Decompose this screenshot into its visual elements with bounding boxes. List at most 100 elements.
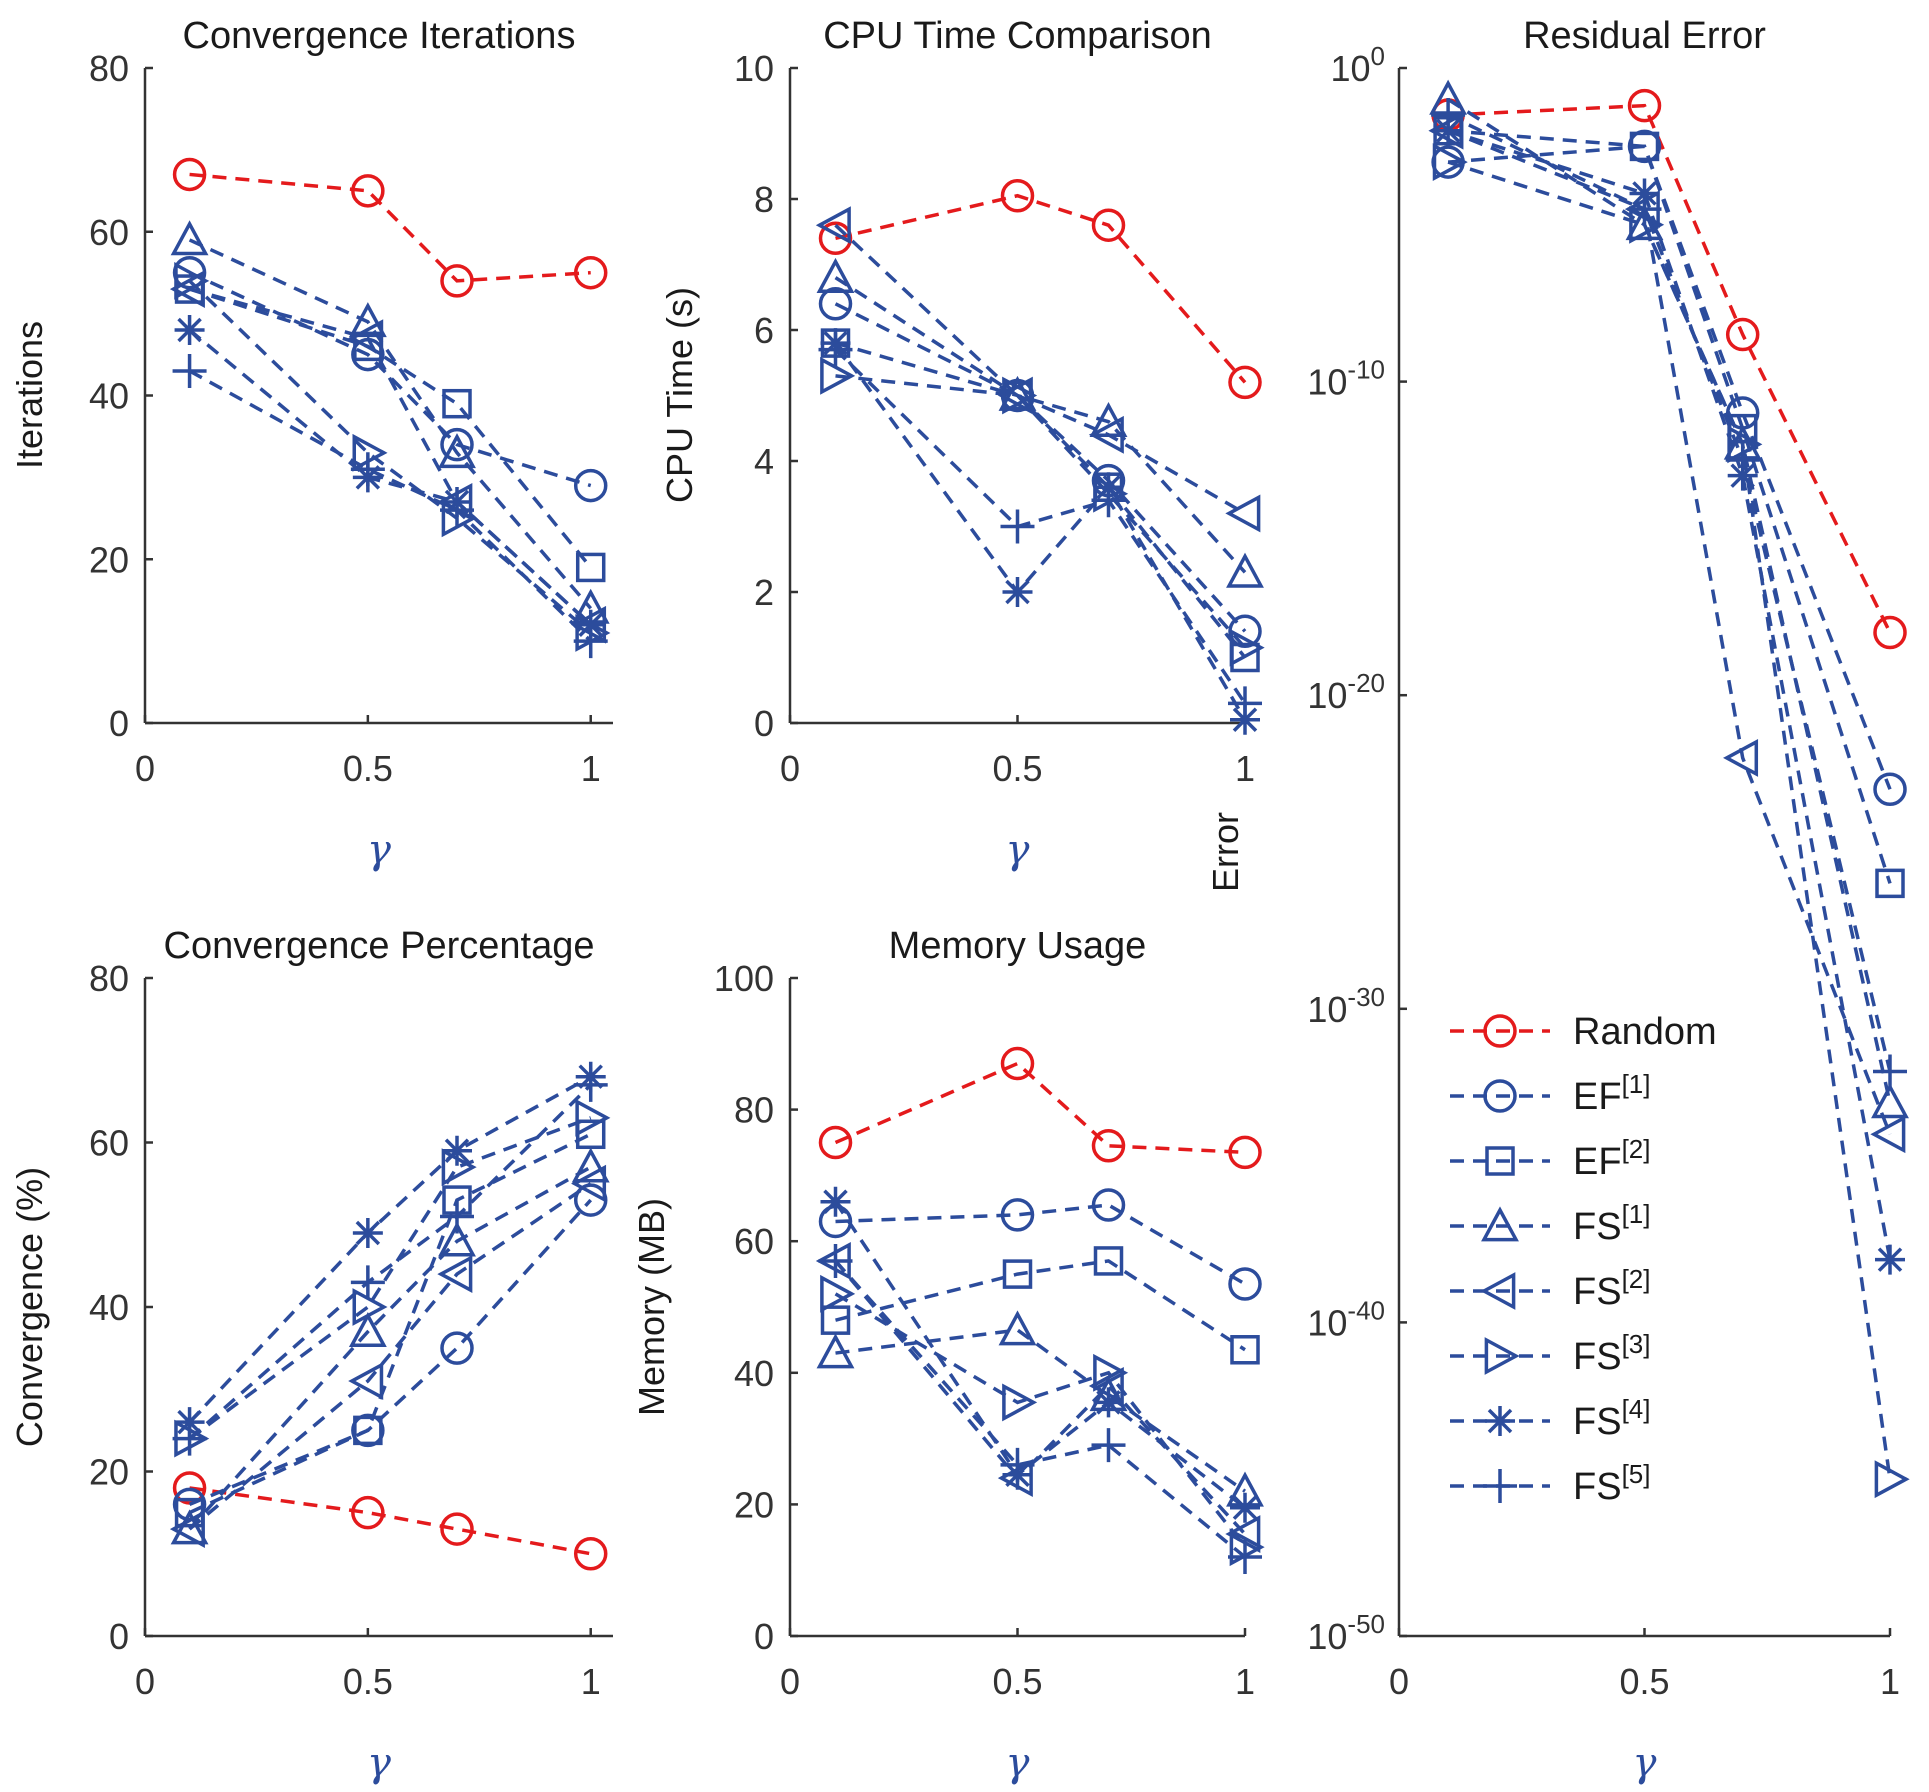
x-tick-label: 0.5 [992,1661,1042,1702]
chart-mem: 0 0.5 1 0 20 40 60 80 100 Memory Usage γ Memory (MB… [631,925,1265,1786]
data-point [440,1512,474,1546]
y-tick-label: 8 [754,179,774,220]
series-line [835,374,1247,649]
y-tick-label: 10-10 [1307,355,1385,403]
data-point [818,332,853,367]
data-point [575,1098,611,1137]
x-tick-label: 1 [1235,1661,1255,1702]
x-tick-label: 1 [581,1661,601,1702]
x-tick-label: 0.5 [343,1661,393,1702]
x-axis-label: γ [367,827,391,873]
series-line [188,328,592,627]
chart-title: Memory Usage [889,925,1147,967]
data-point [1871,1083,1909,1119]
series-line [188,1165,592,1531]
x-axis-label: γ [1633,1740,1657,1786]
series-fs-4 [820,328,1260,735]
data-point [1230,1492,1260,1523]
data-point [1093,1387,1124,1418]
legend-marker [1485,1406,1515,1436]
data-point [1228,686,1262,721]
data-point [174,315,205,345]
series-fs-5 [172,353,608,659]
series-fs-3 [820,1274,1265,1567]
series-ef-1 [818,1188,1262,1301]
data-point [815,206,851,245]
data-point [170,1509,209,1545]
data-point [1627,129,1662,164]
y-axis-label: CPU Time (s) [659,287,700,503]
data-point [1431,98,1466,133]
series-fs-3 [820,356,1265,667]
series-random [172,157,608,298]
series-line [1447,113,1892,1072]
series-random [818,1046,1262,1170]
data-point [352,1217,383,1248]
data-point [820,1186,851,1217]
series-random [1431,88,1907,650]
y-tick-label: 80 [89,958,129,999]
series-ef-1 [1431,129,1907,807]
series-line [834,1259,1247,1536]
x-axis-label: γ [367,1740,391,1786]
x-tick-label: 0.5 [343,748,393,789]
data-point [818,1125,853,1160]
y-tick-label: 80 [89,48,129,89]
data-point [1000,509,1035,544]
data-point [438,1221,476,1257]
series-ef-2 [1433,115,1905,899]
data-point [351,1413,385,1448]
legend-entry: FS[5] [1450,1459,1650,1508]
data-point [573,255,608,290]
x-tick-label: 0 [780,748,800,789]
data-point [350,452,385,487]
data-point [998,1310,1037,1346]
series-line [834,223,1246,515]
data-point [571,1147,610,1183]
data-point [442,388,472,419]
data-point [818,1243,853,1278]
series-line [1447,129,1892,1135]
data-point [1225,494,1261,533]
series-line [835,193,1247,384]
data-point [820,1274,856,1313]
y-tick-label: 10-20 [1307,668,1385,716]
series-line [188,369,592,643]
data-point [351,1495,385,1530]
y-tick-label: 60 [89,212,129,253]
series-fs-1 [170,1147,610,1545]
data-point [1002,376,1038,415]
y-tick-label: 60 [89,1123,129,1164]
chart-title: CPU Time Comparison [823,15,1212,57]
series-fs-5 [818,332,1262,721]
y-tick-label: 10 [734,48,774,89]
chart-title: Residual Error [1523,15,1766,57]
series-ef-2 [174,1119,606,1528]
legend-marker [1480,1272,1516,1310]
data-point [571,1164,607,1203]
legend-label: FS[2] [1573,1264,1650,1313]
series-fs-4 [820,1186,1260,1523]
y-tick-label: 40 [734,1353,774,1394]
series-fs-2 [169,1164,607,1549]
y-tick-label: 100 [714,958,774,999]
data-point [1226,552,1264,588]
series-line [189,172,591,283]
data-point [1002,1383,1038,1422]
data-point [1230,1335,1260,1365]
y-axis-label: Memory (MB) [631,1198,672,1416]
data-point [348,302,387,338]
series-fs-5 [1431,98,1907,1089]
legend-marker [1483,1014,1517,1048]
data-point [172,1421,207,1456]
y-tick-label: 0 [754,703,774,744]
x-axis-label: γ [1006,827,1030,873]
y-tick-label: 10-50 [1307,1609,1385,1657]
series-line [835,1203,1246,1286]
legend-label: EF[2] [1573,1134,1650,1183]
data-point [170,220,209,256]
series-line [834,342,1247,721]
series-line [835,1328,1247,1493]
y-tick-label: 100 [1330,41,1385,89]
